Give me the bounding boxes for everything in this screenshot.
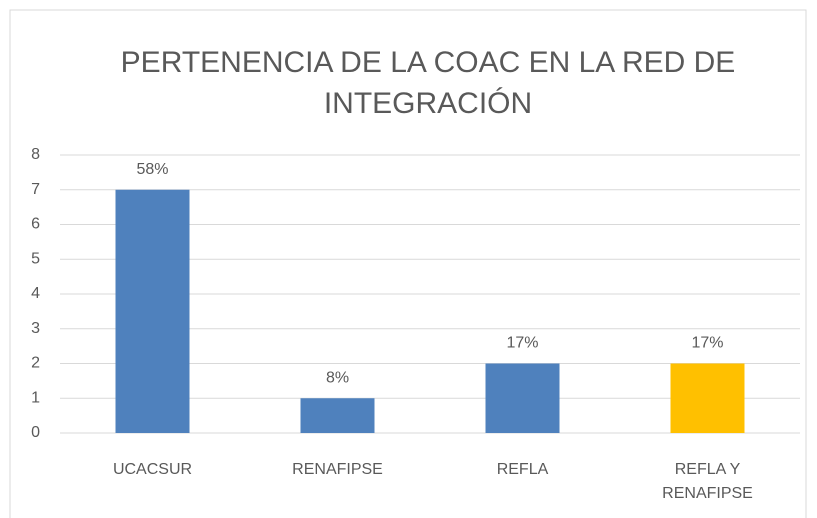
chart-frame (9, 9, 807, 518)
y-tick-label: 8 (31, 146, 40, 163)
value-label: 17% (506, 335, 538, 352)
bar (115, 189, 190, 433)
value-label: 8% (326, 369, 349, 386)
y-tick-label: 4 (31, 285, 40, 302)
value-label: 17% (691, 335, 723, 352)
y-tick-label: 2 (31, 355, 40, 372)
x-tick-label: REFLA (496, 461, 549, 478)
x-tick-label: RENAFIPSE (292, 461, 383, 478)
bar (300, 398, 375, 433)
bar (485, 363, 560, 433)
y-tick-label: 6 (31, 216, 40, 233)
y-tick-label: 1 (31, 389, 40, 406)
y-tick-label: 0 (31, 424, 40, 441)
bar (670, 363, 745, 433)
y-tick-label: 7 (31, 181, 40, 198)
x-tick-label: REFLA Y RENAFIPSE (662, 461, 753, 502)
y-tick-label: 3 (31, 320, 40, 337)
value-label: 58% (136, 161, 168, 178)
y-tick-label: 5 (31, 250, 40, 267)
chart-title: PERTENENCIA DE LA COAC EN LA RED DE INTE… (120, 46, 736, 120)
x-tick-label: UCACSUR (112, 461, 193, 478)
